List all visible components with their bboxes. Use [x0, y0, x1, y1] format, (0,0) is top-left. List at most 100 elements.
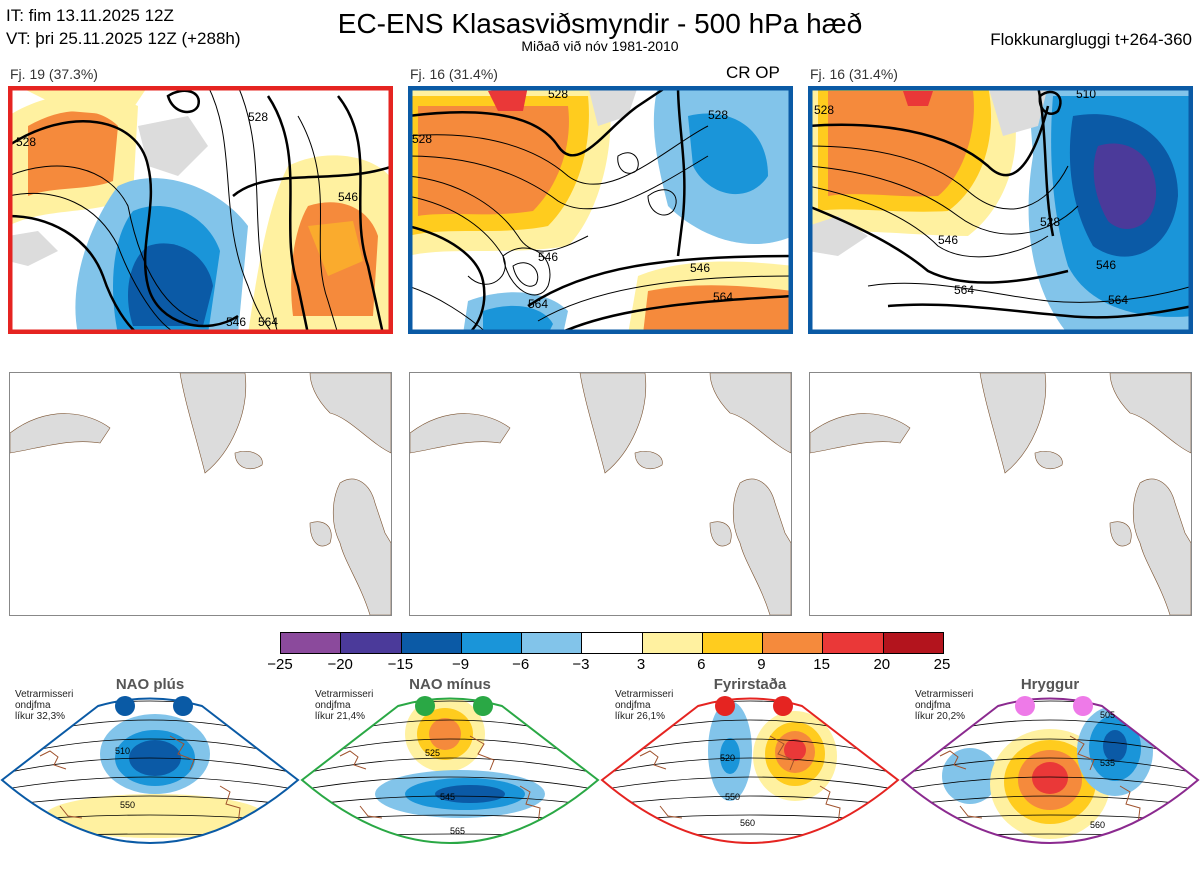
regime-border	[900, 697, 1200, 844]
height-contour	[902, 795, 1198, 807]
regime-marker-dot	[473, 696, 493, 716]
colorbar-swatch	[400, 633, 461, 653]
contour-label: 560	[740, 818, 755, 828]
anomaly-shading	[435, 785, 505, 803]
colorbar-swatch	[882, 633, 943, 653]
regime-info-line: líkur 20,2%	[915, 711, 966, 722]
height-contour	[302, 757, 598, 775]
valid-time: VT: þri 25.11.2025 12Z (+288h)	[6, 29, 241, 48]
cluster-2-contour-label: 564	[713, 290, 733, 304]
regime-info-line: Vetrarmisseri	[315, 689, 374, 700]
regime-info: Vetrarmisseri ondjfma líkur 26,1%	[615, 689, 673, 722]
regime-map: 525 545 565	[300, 696, 600, 854]
coastline	[339, 735, 541, 825]
regime-info-line: Vetrarmisseri	[915, 689, 974, 700]
cluster-1-label: Fj. 19 (37.3%)	[10, 66, 98, 82]
cluster-1-contour-label: 528	[248, 110, 268, 124]
anomaly-shading	[720, 738, 740, 774]
cluster-2-border	[408, 86, 793, 334]
colorbar-tick-label: 3	[636, 656, 646, 673]
regime-border	[300, 697, 600, 844]
contour-label: 560	[1090, 820, 1105, 830]
colorbar-tick-label: −25	[267, 656, 293, 673]
colorbar-tick-label: −3	[572, 656, 590, 673]
colorbar-tick-label: −20	[327, 656, 353, 673]
cluster-2-contour-label: 546	[538, 250, 558, 264]
cluster-1-contour-label: 528	[16, 135, 36, 149]
colorbar-tick-label: 6	[697, 656, 706, 673]
cluster-3-contour-label: 546	[938, 233, 958, 247]
regime-border	[0, 697, 300, 844]
height-contour	[902, 776, 1198, 791]
colorbar-tick-label: 15	[813, 656, 830, 673]
regime-info-line: Vetrarmisseri	[615, 689, 674, 700]
cluster-1-map: 528 528 546 546 564	[8, 86, 393, 334]
height-contour	[300, 853, 600, 854]
coastline	[39, 735, 241, 825]
height-contour	[2, 776, 298, 791]
contour-label: 525	[425, 748, 440, 758]
regime-marker-dot	[173, 696, 193, 716]
cluster-3-contour-label: 546	[1096, 258, 1116, 272]
page-title: EC-ENS Klasasviðsmyndir - 500 hPa hæð	[337, 8, 863, 39]
regime-info-line: líkur 26,1%	[615, 711, 666, 722]
height-contour	[2, 757, 298, 775]
anomaly-shading	[942, 748, 998, 804]
coastline	[639, 735, 841, 825]
height-contour	[0, 853, 300, 854]
classification-window: Flokkunargluggi t+264-360	[990, 30, 1192, 49]
colorbar-swatch	[822, 633, 883, 653]
colorbar-ticks: −25 −20 −15 −9 −6 −3 3 6 9 15 20 25	[260, 656, 962, 676]
regime-marker-dot	[715, 696, 735, 716]
colorbar-swatch	[340, 633, 401, 653]
cluster-3-contour-label: 528	[1040, 215, 1060, 229]
contour-label: 510	[115, 746, 130, 756]
colorbar-swatch	[460, 633, 522, 653]
height-contour	[602, 757, 898, 775]
regime-info-line: líkur 32,3%	[15, 711, 66, 722]
height-contour	[902, 757, 1198, 775]
cluster-2-map: 528 528 528 546 546 564 564	[408, 86, 793, 334]
regime-map: 520 550 560	[600, 696, 900, 854]
colorbar-tick-label: 20	[873, 656, 891, 673]
colorbar-tick-label: 9	[757, 656, 766, 673]
colorbar-tick-label: −15	[387, 656, 414, 673]
blank-map-3	[809, 372, 1192, 616]
regime-info-line: ondjfma	[15, 700, 51, 711]
page-subtitle: Miðað við nóv 1981-2010	[521, 38, 679, 54]
regime-panel: 525 545 565 NAO mínus Vetrarmisseri ondjfma lí…	[300, 676, 600, 871]
regime-border	[600, 697, 900, 844]
height-contour	[600, 853, 900, 854]
anomaly-shading	[1029, 848, 1061, 860]
cluster-3-border	[808, 86, 1193, 334]
anomaly-shading	[429, 718, 461, 750]
contour-label: 565	[450, 826, 465, 836]
colorbar-tick-label: 25	[933, 656, 951, 673]
cluster-2-contour-label: 546	[690, 261, 710, 275]
regime-marker-dot	[773, 696, 793, 716]
cluster-3-label: Fj. 16 (31.4%)	[810, 66, 898, 82]
regime-info-line: líkur 21,4%	[315, 711, 366, 722]
height-contour	[302, 795, 598, 807]
height-contour	[602, 833, 898, 839]
colorbar-tick-label: −6	[512, 656, 530, 673]
colorbar-swatch	[521, 633, 582, 653]
contour-label: 550	[120, 800, 135, 810]
regime-marker-dot	[1015, 696, 1035, 716]
regime-title: Fyrirstaða	[713, 676, 787, 693]
contour-label: 545	[440, 792, 455, 802]
contour-label: 550	[725, 792, 740, 802]
anomaly-shading	[1032, 762, 1068, 794]
cluster-2-tag: CR OP	[726, 63, 780, 82]
contour-label: 535	[1100, 758, 1115, 768]
height-contour	[2, 795, 298, 807]
contour-label: 505	[1100, 710, 1115, 720]
regime-marker-dot	[415, 696, 435, 716]
regime-info-line: ondjfma	[315, 700, 351, 711]
init-time: IT: fim 13.11.2025 12Z	[6, 6, 174, 25]
regime-info: Vetrarmisseri ondjfma líkur 32,3%	[15, 689, 73, 722]
regime-panel: 520 550 560 Fyrirstaða Vetrarmisseri ondjfma l…	[600, 676, 900, 871]
cluster-1-contour-label: 546	[226, 315, 246, 329]
cluster-1-contour-label: 546	[338, 190, 358, 204]
height-contour	[900, 853, 1200, 854]
